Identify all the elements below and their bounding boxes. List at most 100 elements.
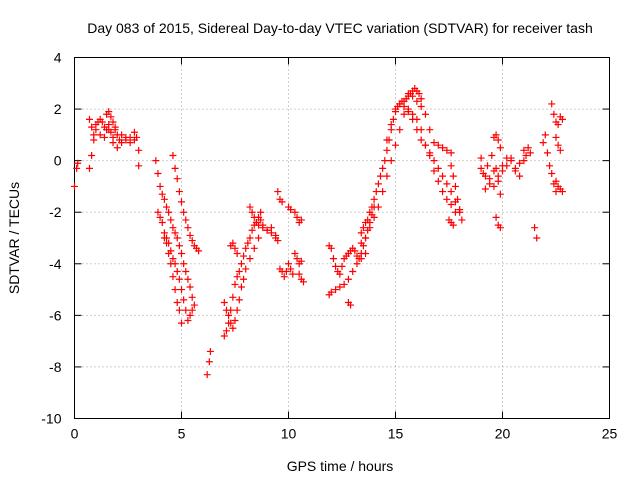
data-point (496, 190, 504, 198)
data-point (396, 100, 404, 108)
series-seg06 (154, 208, 198, 325)
data-point (291, 208, 299, 216)
data-point (488, 151, 496, 159)
series-seg03 (85, 115, 134, 152)
data-point (272, 231, 280, 239)
x-axis-label: GPS time / hours (287, 458, 394, 474)
data-point (381, 157, 389, 165)
data-point (426, 149, 434, 157)
data-point (434, 141, 442, 149)
data-point (338, 262, 346, 270)
data-point (240, 275, 248, 283)
data-point (377, 172, 385, 180)
data-point (295, 270, 303, 278)
data-point (242, 244, 250, 252)
data-point (171, 286, 179, 294)
data-point (178, 198, 185, 206)
data-point (362, 249, 370, 257)
data-point (175, 188, 183, 196)
data-point (257, 208, 265, 216)
data-point (248, 226, 256, 234)
data-point (250, 244, 258, 252)
data-point (490, 182, 498, 190)
data-point (158, 219, 166, 227)
data-point (152, 157, 160, 165)
data-point (167, 260, 175, 268)
data-point (163, 203, 171, 211)
data-point (282, 268, 290, 276)
data-point (188, 306, 196, 314)
data-point (409, 110, 417, 118)
data-point (484, 162, 492, 170)
data-point (492, 131, 500, 139)
data-point (548, 170, 556, 178)
data-point (233, 273, 241, 281)
data-point (486, 175, 494, 183)
data-point (400, 102, 408, 110)
data-point (396, 126, 404, 134)
data-point (182, 216, 190, 224)
series-seg37 (548, 100, 566, 129)
data-point (235, 296, 243, 304)
x-tick-label: 10 (281, 426, 297, 442)
data-point (374, 180, 382, 188)
data-point (182, 306, 190, 314)
data-point (246, 203, 254, 211)
y-tick-label: -6 (49, 307, 62, 323)
data-point (507, 154, 515, 162)
data-point (533, 234, 541, 242)
data-point (344, 275, 352, 283)
data-point (156, 213, 164, 221)
data-point (366, 224, 374, 232)
data-point (340, 280, 348, 288)
chart-title: Day 083 of 2015, Sidereal Day-to-day VTE… (87, 20, 593, 36)
series-seg29 (445, 216, 457, 229)
series-seg35 (531, 224, 541, 242)
data-point (233, 249, 241, 257)
data-point (178, 286, 185, 294)
plot-frame (74, 57, 610, 419)
y-tick-label: 2 (54, 101, 62, 117)
data-point (73, 164, 81, 172)
data-point (173, 268, 181, 276)
data-point (458, 216, 466, 224)
data-point (180, 296, 188, 304)
data-point (349, 268, 357, 276)
data-point (169, 255, 177, 263)
data-point (244, 239, 252, 247)
data-point (98, 118, 106, 126)
data-point (554, 121, 562, 129)
data-point (175, 275, 183, 283)
data-point (392, 141, 399, 149)
data-point (184, 317, 192, 325)
data-point (520, 157, 528, 165)
data-point (443, 195, 451, 203)
data-point (233, 306, 241, 314)
data-point (250, 213, 258, 221)
data-point (195, 247, 203, 255)
x-tick-label: 15 (388, 426, 404, 442)
series-seg04 (103, 108, 119, 131)
data-point (220, 298, 228, 306)
data-point (205, 358, 213, 366)
data-point (229, 239, 237, 247)
data-point (451, 182, 459, 190)
data-point (516, 159, 524, 167)
data-point (477, 154, 485, 162)
data-point (409, 92, 417, 100)
data-point (184, 275, 192, 283)
data-point (167, 216, 175, 224)
data-point (188, 237, 196, 245)
data-point (165, 208, 173, 216)
data-point (126, 139, 134, 147)
data-point (175, 242, 183, 250)
data-point (531, 224, 539, 232)
data-point (443, 146, 451, 154)
data-point (222, 306, 230, 314)
data-point (274, 237, 282, 245)
data-point (366, 208, 374, 216)
data-point (524, 144, 532, 152)
data-point (443, 180, 451, 188)
data-point (372, 188, 380, 196)
data-point (554, 141, 562, 149)
